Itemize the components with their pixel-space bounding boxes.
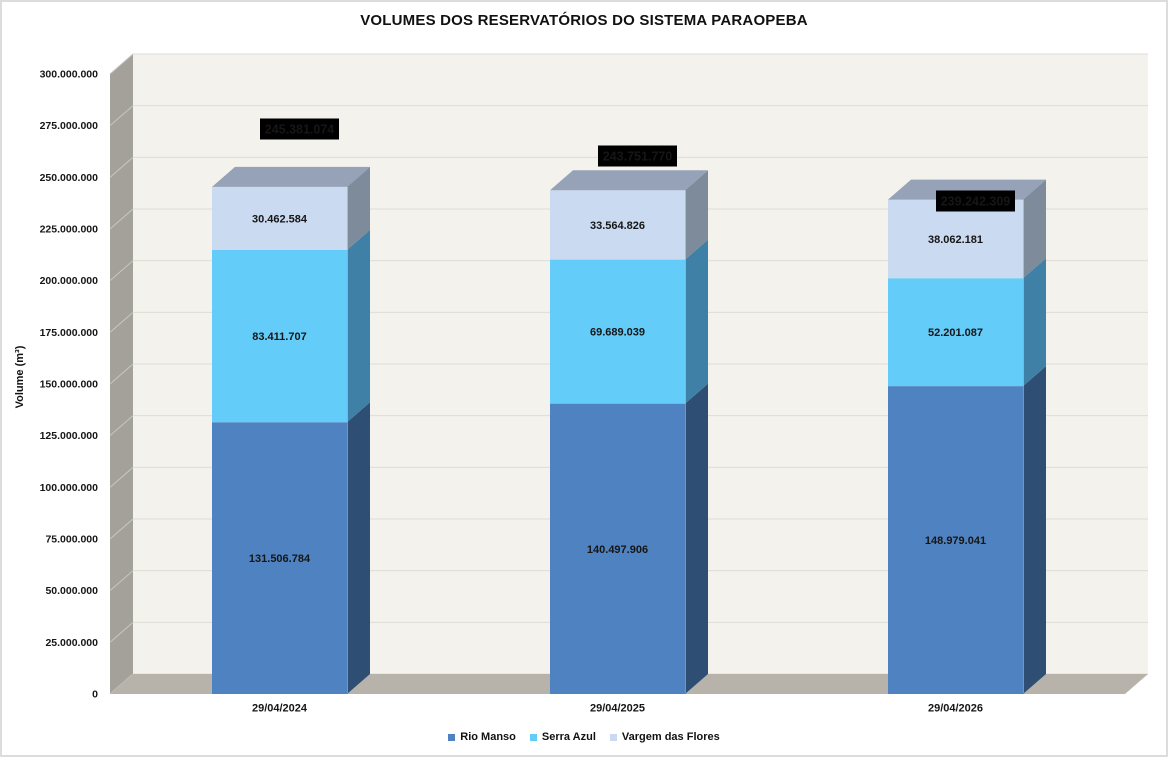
bar-segment-side (1023, 179, 1046, 279)
total-value-label: 245.381.074 (265, 123, 335, 137)
legend-item-rio-manso: Rio Manso (448, 731, 516, 743)
bar-segment-side (1023, 366, 1046, 694)
bar-segment (550, 403, 685, 694)
legend-swatch-icon (448, 733, 456, 741)
side-wall-gridline (109, 466, 134, 488)
bar-segment (888, 386, 1023, 694)
side-wall-gridline (109, 363, 134, 385)
side-wall-gridline (109, 260, 134, 282)
segment-value-label: 30.462.584 (252, 213, 308, 225)
side-wall-gridline (109, 208, 134, 230)
total-label-box (598, 145, 677, 167)
total-label-box (936, 190, 1015, 212)
bar-segment (888, 278, 1023, 387)
x-category-label: 29/04/2024 (252, 703, 308, 715)
legend-label: Rio Manso (460, 731, 516, 743)
y-tick-label: 175.000.000 (40, 327, 99, 339)
total-value-label: 243.751.770 (603, 150, 673, 164)
total-value-label: 239.242.309 (941, 195, 1011, 209)
y-tick-label: 50.000.000 (45, 585, 98, 597)
legend-label: Vargem das Flores (621, 731, 720, 743)
side-wall-gridline (109, 105, 134, 127)
bar-segment (212, 249, 347, 423)
bar-segment (212, 186, 347, 250)
y-tick-label: 225.000.000 (40, 224, 99, 236)
legend: Rio Manso Serra Azul Vargem das Flores (2, 729, 1166, 745)
x-category-label: 29/04/2026 (928, 703, 983, 715)
side-wall-gridline (109, 621, 134, 643)
y-tick-label: 75.000.000 (45, 534, 98, 546)
y-tick-label: 0 (92, 689, 98, 701)
side-wall-gridline (109, 415, 134, 437)
side-wall-gridline (109, 156, 134, 178)
y-tick-label: 250.000.000 (40, 172, 99, 184)
legend-item-vargem-das-flores: Vargem das Flores (609, 731, 720, 743)
bar-segment-side (685, 383, 708, 694)
y-tick-label: 150.000.000 (40, 379, 99, 391)
y-tick-label: 200.000.000 (40, 275, 99, 287)
legend-swatch-icon (529, 733, 537, 741)
y-tick-label: 300.000.000 (40, 69, 99, 81)
y-tick-label: 275.000.000 (40, 120, 99, 132)
total-label-box (260, 118, 339, 140)
legend-item-serra-azul: Serra Azul (529, 731, 596, 743)
bar-segment-side (347, 402, 370, 694)
y-tick-label: 100.000.000 (40, 482, 99, 494)
bar-segment-side (685, 239, 708, 404)
segment-value-label: 131.506.784 (249, 553, 311, 565)
segment-value-label: 69.689.039 (590, 327, 645, 339)
bar-top-face (550, 170, 708, 191)
bar-segment-side (347, 166, 370, 250)
segment-value-label: 140.497.906 (587, 544, 648, 556)
y-tick-label: 125.000.000 (40, 430, 99, 442)
side-wall-gridline (109, 311, 134, 333)
side-wall-gridline (109, 53, 134, 75)
bar-segment (550, 190, 685, 260)
bar-segment (888, 199, 1023, 279)
legend-swatch-icon (609, 733, 617, 741)
segment-value-label: 38.062.181 (928, 234, 983, 246)
segment-value-label: 33.564.826 (590, 220, 645, 232)
side-wall-gridline (109, 518, 134, 540)
bar-top-face (212, 166, 370, 187)
segment-value-label: 148.979.041 (925, 535, 986, 547)
segment-value-label: 52.201.087 (928, 327, 983, 339)
bar-segment (212, 422, 347, 694)
bar-segment (550, 259, 685, 404)
chart-title: VOLUMES DOS RESERVATÓRIOS DO SISTEMA PAR… (360, 12, 808, 29)
legend-label: Serra Azul (541, 731, 596, 743)
y-tick-label: 25.000.000 (45, 637, 98, 649)
segment-value-label: 83.411.707 (252, 331, 306, 343)
bar-segment-side (347, 229, 370, 423)
bar-segment-side (685, 170, 708, 260)
x-category-label: 29/04/2025 (590, 703, 645, 715)
bar-segment-side (1023, 258, 1046, 387)
side-wall-gridline (109, 570, 134, 592)
